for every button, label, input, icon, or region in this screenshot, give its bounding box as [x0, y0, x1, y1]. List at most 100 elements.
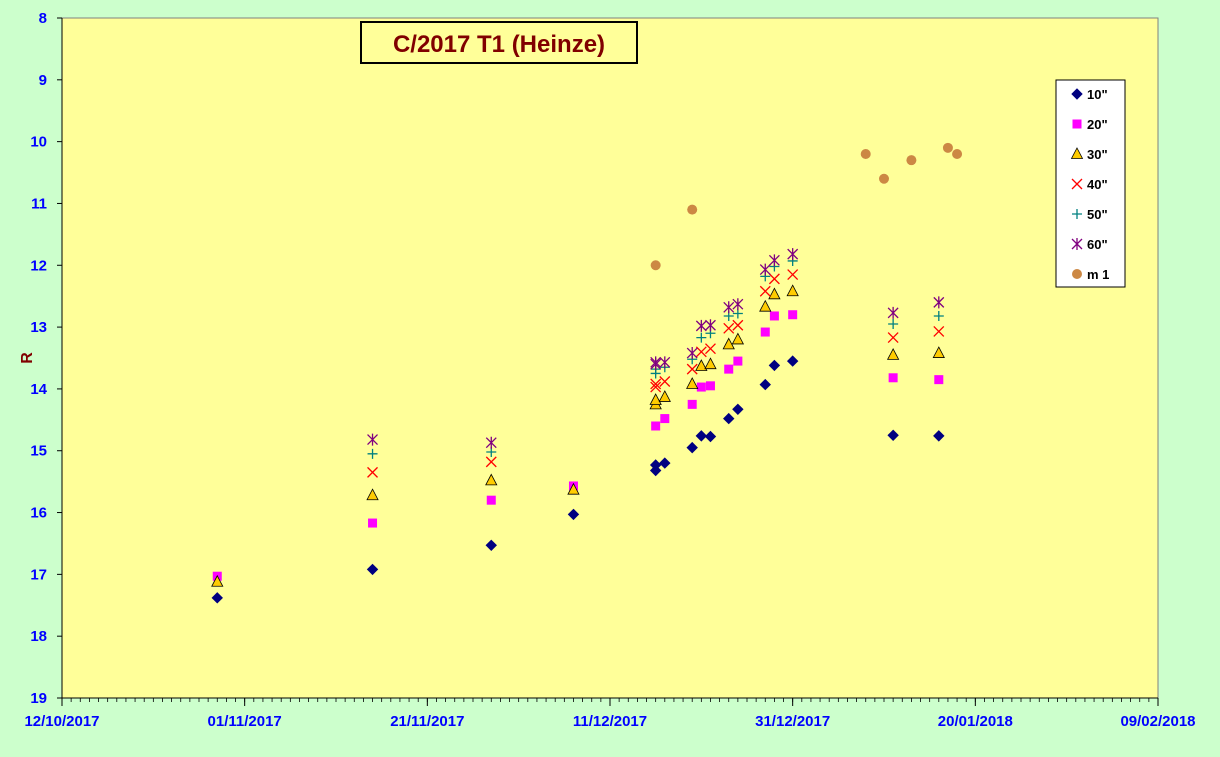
legend-marker: [1070, 147, 1084, 159]
legend-label: 40": [1087, 177, 1108, 192]
data-point: [695, 359, 708, 371]
data-point: [366, 563, 379, 576]
data-point: [650, 381, 662, 393]
data-point: [686, 377, 699, 389]
x-tick-label: 20/01/2018: [938, 713, 1013, 730]
data-point: [731, 332, 745, 345]
legend-marker: [1072, 209, 1082, 219]
data-point: [695, 346, 707, 358]
data-point: [769, 311, 779, 321]
data-point: [567, 482, 580, 495]
legend-label: m 1: [1087, 267, 1109, 282]
legend-box: [1055, 79, 1126, 288]
data-point: [485, 436, 497, 449]
title-frame: [360, 21, 638, 64]
data-point: [768, 273, 780, 285]
legend-label: 10": [1087, 87, 1108, 102]
y-tick-label: 18: [30, 628, 47, 645]
data-point: [485, 473, 498, 486]
data-point: [651, 421, 661, 431]
data-point: [933, 325, 945, 337]
legend-marker: [1071, 178, 1083, 190]
data-point: [732, 403, 744, 416]
data-point: [686, 363, 698, 375]
y-tick-label: 16: [30, 505, 47, 522]
data-point: [933, 296, 945, 309]
series-5: [367, 255, 944, 459]
data-point: [768, 254, 780, 267]
data-point: [704, 430, 717, 443]
legend-marker: [1071, 88, 1083, 100]
legend-marker: [1071, 238, 1083, 250]
y-tick-label: 12: [30, 257, 47, 274]
data-point: [786, 284, 799, 297]
data-point: [768, 287, 781, 300]
data-point: [887, 306, 899, 319]
data-point: [696, 382, 706, 392]
legend-marker: [1072, 269, 1082, 279]
data-point: [888, 319, 899, 329]
data-point: [952, 149, 963, 159]
series-6: [367, 248, 945, 449]
data-point: [732, 298, 744, 311]
data-point: [696, 332, 707, 343]
data-point: [886, 348, 900, 360]
x-tick-label: 09/02/2018: [1120, 713, 1195, 730]
data-point: [934, 375, 944, 385]
data-point: [704, 357, 717, 370]
data-point: [367, 433, 378, 446]
chart-title: C/2017 T1 (Heinze): [393, 31, 605, 58]
data-point: [485, 539, 497, 552]
data-point: [722, 337, 735, 350]
data-point: [723, 412, 735, 425]
series-2: [212, 310, 944, 581]
y-tick-label: 10: [30, 134, 47, 151]
data-point: [759, 263, 771, 276]
data-point: [768, 359, 781, 372]
series-7: [650, 142, 963, 271]
data-point: [649, 393, 662, 405]
data-point: [659, 356, 671, 369]
data-point: [942, 142, 953, 153]
legend: 10" 20" 30" 40" 50" 60" m 1: [1055, 79, 1126, 288]
data-point: [660, 414, 670, 424]
series-4: [367, 269, 945, 478]
data-point: [759, 285, 771, 297]
data-point: [759, 299, 772, 312]
data-point: [723, 301, 735, 314]
data-point: [933, 430, 945, 442]
data-point: [650, 378, 662, 390]
data-point: [724, 364, 734, 374]
data-point: [759, 378, 771, 391]
chart-title-box: C/2017 T1 (Heinze): [360, 21, 638, 64]
data-point: [695, 430, 708, 442]
data-point: [650, 260, 661, 271]
data-point: [650, 356, 662, 369]
data-point: [933, 310, 944, 321]
data-point: [733, 356, 743, 366]
data-point: [686, 441, 698, 454]
data-point: [879, 173, 889, 184]
plot-area: [61, 17, 1159, 699]
data-point: [211, 592, 223, 604]
data-point: [888, 373, 898, 383]
data-point: [787, 269, 799, 281]
data-point: [906, 155, 917, 166]
x-tick-label: 01/11/2017: [208, 713, 282, 730]
data-point: [932, 346, 945, 358]
data-point: [760, 327, 770, 337]
legend-label: 60": [1087, 237, 1108, 252]
data-point: [649, 459, 662, 471]
y-axis-label: R: [19, 352, 36, 364]
legend-label: 50": [1087, 207, 1108, 222]
data-point: [366, 488, 379, 501]
series-1: [211, 355, 945, 604]
data-point: [567, 508, 580, 521]
data-point: [686, 347, 698, 360]
data-point: [367, 448, 378, 459]
legend-marker: [1072, 119, 1082, 129]
data-point: [659, 376, 671, 387]
y-tick-label: 15: [30, 443, 47, 460]
